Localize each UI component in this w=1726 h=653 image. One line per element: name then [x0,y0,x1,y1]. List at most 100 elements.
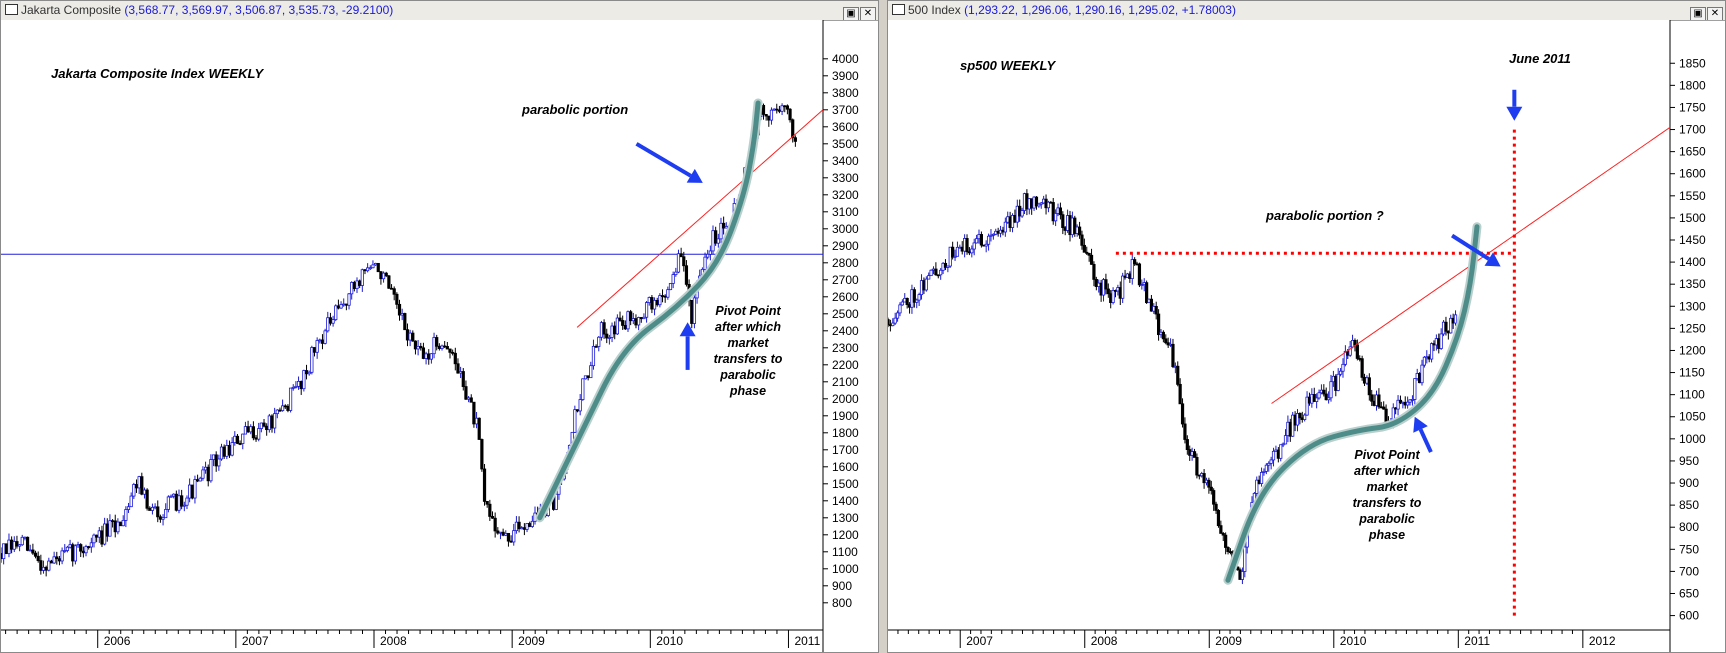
candle-body [387,275,391,289]
candle-body [211,454,216,460]
candle-body [1221,533,1225,536]
candle-body [219,446,224,460]
candle-body [79,544,83,552]
candle-body [1195,457,1199,476]
candle-body [984,243,988,247]
candle-body [238,443,242,445]
candle-body [312,347,317,353]
candle-body [623,325,627,330]
candle-body [129,495,133,508]
y-tick-label: 4000 [832,52,859,66]
candle-body [1202,473,1206,484]
close-icon[interactable]: ✕ [860,7,876,20]
candle-body [177,495,181,511]
candle-body [262,422,266,427]
candle-body [15,541,19,547]
candle-body [92,534,96,544]
y-tick-label: 3300 [832,171,859,185]
candle-body [1054,213,1058,222]
y-tick-label: 1650 [1679,145,1706,159]
annotation-arrow-head [686,168,703,183]
candle-body [249,426,253,433]
candle-body [411,332,415,342]
candle-body [328,317,333,324]
candle-body [520,527,524,530]
candle-body [124,509,128,521]
close-icon[interactable]: ✕ [1707,7,1723,20]
candle-body [464,386,468,400]
x-tick-label: 2011 [794,634,820,648]
candle-body [1360,358,1364,378]
restore-icon[interactable]: ▣ [1690,7,1706,20]
candle-body [60,550,64,562]
y-tick-label: 3000 [832,222,859,236]
candle-body [1398,399,1403,404]
candle-body [498,531,503,534]
candle-body [453,352,457,365]
candle-body [1384,408,1388,423]
jakarta-chart-window: Jakarta Composite (3,568.77, 3,569.97, 3… [0,0,879,653]
pivot-line-1: Pivot Point [1354,448,1420,462]
candle-body [1020,210,1024,217]
pivot-line-5: parabolic [1358,512,1415,526]
candle-body [1408,399,1412,403]
candle-body [607,337,611,339]
candle-body [615,317,619,335]
candle-body [374,262,378,266]
candle-body [1348,346,1352,356]
candle-body [358,280,362,286]
candle-body [769,109,774,121]
candle-body [49,560,54,564]
parabolic-portion-label: parabolic portion ? [1265,208,1384,223]
restore-icon[interactable]: ▣ [843,7,859,20]
candle-body [1082,244,1086,253]
y-tick-label: 800 [1679,520,1699,534]
sp500-window-titlebar[interactable]: 500 Index (1,293.22, 1,296.06, 1,290.16,… [888,1,1725,21]
window-icon [892,4,905,15]
candle-body [461,371,465,387]
candle-body [259,422,263,429]
candle-body [366,267,370,272]
candle-body [166,496,170,510]
candle-body [1154,305,1158,315]
candle-body [156,506,160,518]
candle-body [286,405,290,411]
candle-body [1176,365,1180,385]
candle-body [679,253,683,258]
candle-body [514,521,519,532]
candle-body [1080,234,1084,246]
candle-body [1061,214,1065,228]
candle-body [270,415,274,429]
candle-body [970,248,974,254]
y-tick-label: 950 [1679,454,1699,468]
candle-body [1192,451,1197,458]
candle-body [217,458,221,467]
candle-body [1137,263,1142,286]
candle-body [1444,321,1448,332]
candle-body [233,435,237,444]
candle-body [4,543,8,555]
candle-body [898,304,902,314]
candle-body [304,370,309,375]
candle-body [1353,339,1357,346]
candle-body [626,311,630,330]
candle-body [986,235,991,245]
jakarta-window-titlebar[interactable]: Jakarta Composite (3,568.77, 3,569.97, 3… [1,1,878,21]
candle-body [352,282,356,290]
candle-body [288,387,293,411]
candle-body [1305,396,1309,416]
candle-body [634,318,638,326]
candle-body [1219,525,1223,534]
candle-body [1058,207,1063,216]
chart-title: sp500 WEEKLY [960,58,1056,73]
candle-body [915,299,919,303]
candle-body [384,272,388,277]
candle-body [243,426,248,435]
candle-body [1046,201,1051,209]
candle-body [780,105,784,112]
candle-body [299,381,303,390]
candle-body [583,375,588,380]
candle-body [772,108,776,111]
window-title: 500 Index [908,3,961,17]
candle-body [95,534,99,538]
